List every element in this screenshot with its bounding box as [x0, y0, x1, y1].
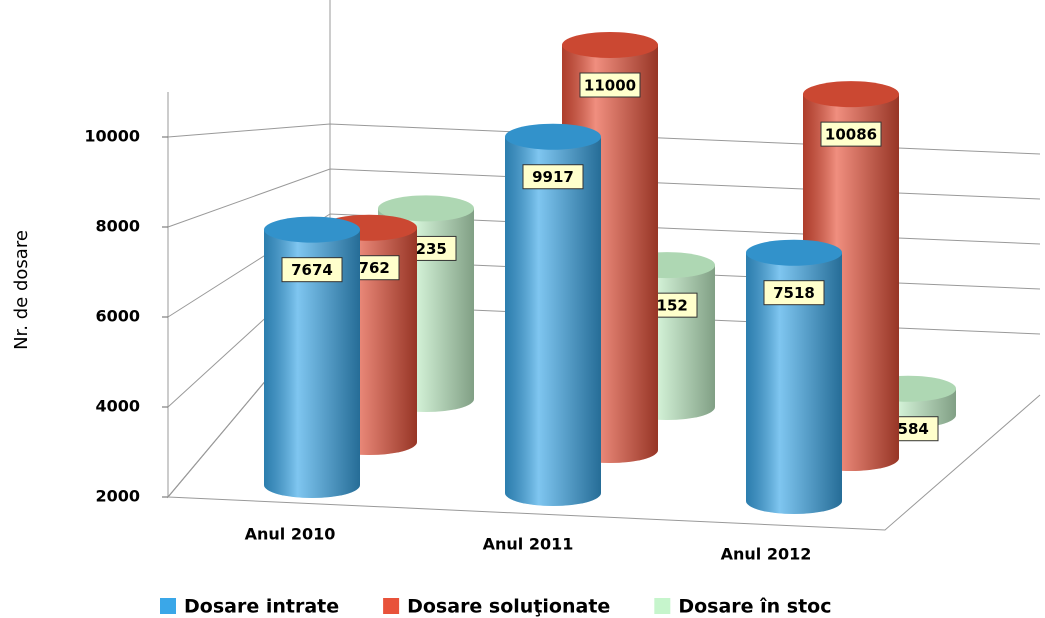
value-label-box — [820, 121, 882, 147]
value-label: 9917 — [532, 168, 574, 186]
cylinder-top-shade — [505, 123, 601, 150]
cylinder-top-shade — [562, 32, 658, 58]
legend-label: Dosare soluţionate — [407, 596, 610, 618]
cylinder-top-shade — [264, 216, 360, 243]
shading — [505, 136, 601, 507]
x-tick-label: Anul 2012 — [721, 545, 812, 564]
cylinder-top-shade — [378, 195, 474, 222]
cylinder — [264, 216, 360, 499]
cylinder-top — [803, 81, 899, 108]
cylinder — [746, 239, 842, 514]
x-tick-label: Anul 2011 — [483, 535, 574, 554]
shading — [264, 229, 360, 499]
value-label: 10086 — [825, 126, 877, 144]
value-label: 11000 — [584, 77, 636, 95]
cylinder-top — [562, 32, 658, 58]
cylinder — [505, 123, 601, 507]
y-tick-label: 8000 — [95, 217, 140, 236]
value-label: 7518 — [773, 284, 815, 302]
legend-swatch — [160, 598, 176, 614]
legend-swatch — [654, 598, 671, 614]
value-label-box — [281, 257, 343, 283]
legend-label: Dosare în stoc — [678, 596, 831, 618]
y-tick-label: 2000 — [95, 487, 140, 506]
value-label-box — [763, 280, 825, 306]
x-tick-label: Anul 2010 — [245, 525, 336, 544]
cylinder-top — [746, 239, 842, 266]
cylinder-top-shade — [746, 239, 842, 266]
cylinder-top — [264, 216, 360, 243]
cylinder-top-shade — [803, 81, 899, 108]
value-label: 7674 — [291, 261, 333, 279]
y-axis-label: Nr. de dosare — [11, 230, 32, 350]
cylinder-top — [505, 123, 601, 150]
legend-swatch — [383, 598, 400, 614]
y-tick-label: 4000 — [95, 397, 140, 416]
shading — [746, 252, 842, 514]
value-label-box — [522, 164, 584, 190]
legend-label: Dosare intrate — [184, 596, 339, 618]
cylinder-top — [378, 195, 474, 222]
value-label-box — [579, 72, 641, 98]
y-tick-label: 6000 — [95, 307, 140, 326]
y-tick-label: 10000 — [84, 127, 140, 146]
